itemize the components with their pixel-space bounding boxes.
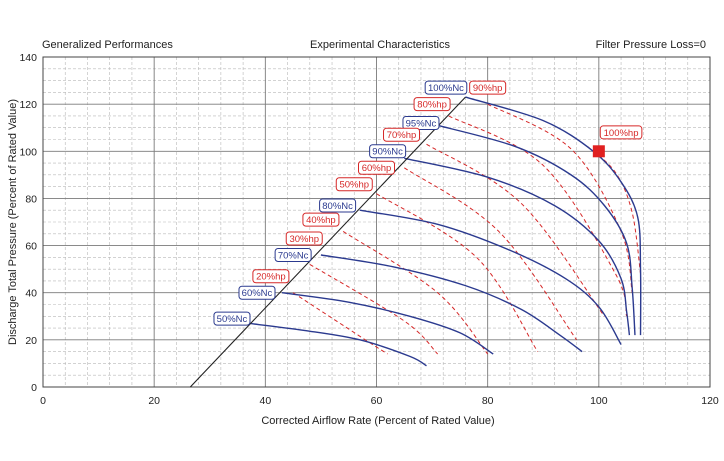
curve-label-box [335, 177, 373, 192]
series [189, 96, 642, 388]
speed-curve-100pct-Nc [465, 96, 642, 336]
header-right: Filter Pressure Loss=0 [596, 39, 706, 51]
curve-label-70pct-hp: 70%hp [383, 127, 421, 142]
curve-label-text: 100%Nc [428, 83, 464, 94]
axes: 0 20 40 60 80 100 120 0 20 40 60 80 100 120 140 [19, 52, 718, 407]
curve-label-80pct-Nc: 80%Nc [319, 198, 357, 213]
power-curve-20pct-hp [292, 292, 388, 355]
header-left: Generalized Performances [42, 39, 173, 51]
curve-label-box [369, 144, 407, 159]
y-tick-label: 20 [25, 335, 37, 347]
curve-label-80pct-hp: 80%hp [413, 97, 451, 112]
curve-label-95pct-Nc: 95%Nc [402, 116, 440, 130]
curve-label-box [302, 212, 340, 227]
power-curve-30pct-hp [309, 263, 438, 355]
y-tick-label: 60 [25, 241, 37, 253]
curve-label-box [285, 231, 323, 246]
curve-label-box [252, 269, 290, 284]
curve-label-text: 60%Nc [242, 288, 273, 299]
speed-curve-50pct-Nc [248, 322, 427, 367]
curve-label-40pct-hp: 40%hp [302, 212, 340, 227]
y-tick-label: 0 [31, 382, 37, 394]
curve-label-box [599, 125, 643, 140]
power-curve-60pct-hp [404, 167, 578, 341]
curve-label-box [469, 80, 507, 95]
x-tick-label: 20 [148, 395, 160, 407]
x-tick-label: 0 [40, 395, 46, 407]
curve-label-text: 70%Nc [278, 250, 309, 261]
curve-label-text: 30%hp [289, 234, 319, 245]
curve-label-text: 50%Nc [217, 314, 248, 325]
x-tick-label: 40 [259, 395, 271, 407]
speed-curve-80pct-Nc [359, 209, 622, 345]
power-curve-50pct-hp [376, 193, 539, 352]
x-tick-label: 120 [701, 395, 719, 407]
curve-label-box [213, 311, 251, 326]
y-tick-label: 120 [19, 99, 37, 111]
speed-curve-95pct-Nc [437, 124, 636, 336]
curve-label-text: 95%Nc [406, 118, 437, 129]
speed-curve-70pct-Nc [320, 254, 583, 353]
curve-label-text: 20%hp [256, 272, 286, 283]
surge-line [189, 96, 466, 388]
power-curve-40pct-hp [342, 231, 489, 355]
x-tick-label: 60 [371, 395, 383, 407]
x-axis-label: Corrected Airflow Rate (Percent of Rated… [261, 415, 494, 427]
y-tick-label: 140 [19, 52, 37, 64]
curve-label-text: 100%hp [604, 128, 639, 139]
curve-label-box [274, 248, 312, 262]
curve-label-text: 80%Nc [322, 201, 353, 212]
curve-label-text: 90%Nc [372, 147, 403, 158]
curve-label-text: 40%hp [306, 215, 336, 226]
curve-label-50pct-Nc: 50%Nc [213, 311, 251, 326]
speed-curve-60pct-Nc [281, 292, 494, 355]
curve-label-70pct-Nc: 70%Nc [274, 248, 312, 262]
curve-label-text: 80%hp [417, 100, 447, 111]
curve-label-box [383, 127, 421, 142]
speed-curve-90pct-Nc [404, 157, 631, 336]
x-tick-label: 80 [482, 395, 494, 407]
curve-labels: 50%Nc 60%Nc 70%Nc 80%Nc 90%Nc 95%Nc 100%Nc 20%h… [213, 80, 643, 326]
curve-label-box [238, 285, 276, 300]
curve-label-box [402, 116, 440, 130]
plot-frame [42, 56, 711, 388]
curve-label-text: 90%hp [473, 83, 503, 94]
x-tick-label: 100 [590, 395, 608, 407]
curve-label-100pct-hp: 100%hp [599, 125, 643, 140]
curve-label-60pct-hp: 60%hp [358, 160, 395, 175]
curve-label-box [319, 198, 357, 213]
y-tick-label: 80 [25, 193, 37, 205]
power-curve-90pct-hp [487, 103, 633, 293]
curve-label-20pct-hp: 20%hp [252, 269, 290, 284]
curve-label-90pct-Nc: 90%Nc [369, 144, 407, 159]
curve-label-50pct-hp: 50%hp [335, 177, 373, 192]
curve-label-text: 70%hp [387, 130, 417, 141]
curve-label-60pct-Nc: 60%Nc [238, 285, 276, 300]
curve-label-90pct-hp: 90%hp [469, 80, 507, 95]
y-tick-label: 40 [25, 288, 37, 300]
curve-label-box [358, 160, 395, 175]
curve-label-box [413, 97, 451, 112]
curve-label-text: 50%hp [339, 180, 369, 191]
curve-label-text: 60%hp [362, 163, 392, 174]
header-center: Experimental Characteristics [310, 39, 450, 51]
y-axis-label: Discharge Total Pressure (Percent of Rat… [7, 99, 19, 345]
operating-point-marker [592, 145, 605, 158]
grid [42, 56, 711, 388]
curve-label-box [424, 80, 468, 95]
curve-label-30pct-hp: 30%hp [285, 231, 323, 246]
y-tick-label: 100 [19, 146, 37, 158]
power-curve-70pct-hp [426, 143, 605, 317]
curve-label-100pct-Nc: 100%Nc [424, 80, 468, 95]
